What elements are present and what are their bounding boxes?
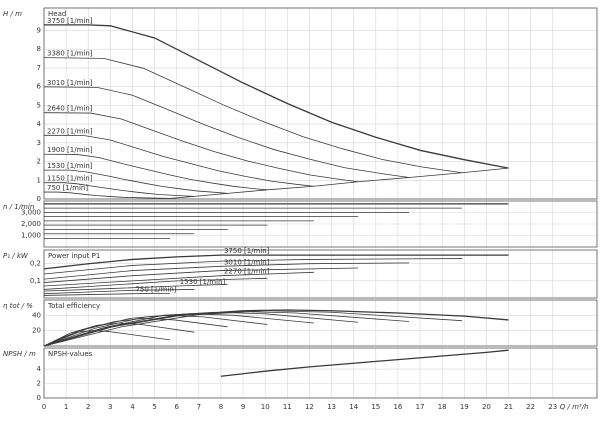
curve [44,24,509,169]
x-tick-label: 7 [197,403,201,411]
y-tick-label: 3,000 [21,209,41,217]
curve [43,57,463,174]
panel-frame [43,299,598,347]
curve-label: 750 [1/min] [135,286,176,294]
curve [43,289,195,295]
curve [44,169,228,194]
curve [43,311,359,347]
curve [43,262,409,280]
y-tick-label: 2 [37,158,41,166]
curve-label: 3010 [1/min] [47,79,93,87]
y-axis-label: n / 1/min [3,203,34,211]
x-tick-label: 0 [42,403,46,411]
curve [43,134,314,187]
x-tick-label: 13 [327,403,336,411]
panel-frame [43,200,598,248]
curve-label: 1900 [1/min] [47,146,93,154]
curve [43,277,268,290]
curve-label: 3750 [1/min] [47,17,93,25]
y-tick-label: 1,000 [21,232,41,240]
x-axis-label: Q / m³/h [560,403,589,411]
x-tick-label: 2 [86,403,90,411]
curve [170,167,509,199]
x-tick-label: 4 [130,403,135,411]
curve-label: 1150 [1/min] [47,175,93,183]
y-axis-label: NPSH / m [3,350,36,358]
curve [43,311,410,347]
curve [43,112,359,183]
panel-frame [43,7,598,200]
x-tick-label: 20 [482,403,491,411]
x-tick-label: 5 [152,403,156,411]
curve [43,153,268,191]
curve-label: 3010 [1/min] [224,258,270,266]
curve [43,283,228,292]
y-tick-label: 20 [32,327,41,335]
curve-label: 3380 [1/min] [47,50,93,58]
y-tick-label: 2 [37,380,41,388]
curve [44,191,171,199]
y-tick-label: 0,2 [30,260,41,268]
y-tick-label: 6 [37,83,42,91]
x-tick-label: 3 [108,403,112,411]
curve-label: 2640 [1/min] [47,105,93,113]
panel-title: NPSH-values [48,350,93,358]
x-tick-label: 1 [64,403,68,411]
x-tick-label: 16 [393,403,402,411]
y-axis-label: P₁ / kW [3,252,29,260]
panel-title: Power input P1 [48,252,100,260]
curve [44,182,195,197]
x-tick-label: 21 [504,403,513,411]
y-tick-label: 4 [37,365,42,373]
y-tick-label: 0,1 [30,277,41,285]
y-tick-label: 5 [37,101,41,109]
curve [43,86,410,178]
y-tick-label: 4 [37,120,42,128]
x-tick-label: 14 [349,403,358,411]
curve [43,330,171,347]
curve-label: 1530 [1/min] [180,278,226,286]
y-tick-label: 40 [32,311,41,319]
curve [220,349,509,377]
x-tick-label: 22 [526,403,535,411]
x-tick-label: 23 [548,403,557,411]
x-tick-label: 18 [438,403,447,411]
curve-label: 750 [1/min] [47,184,88,192]
curve [43,292,171,296]
y-tick-label: 7 [37,64,41,72]
y-tick-label: 9 [37,26,41,34]
y-tick-label: 8 [37,45,41,53]
x-tick-label: 12 [305,403,314,411]
curve-label: 3750 [1/min] [224,247,270,255]
x-tick-label: 8 [219,403,223,411]
x-tick-label: 6 [174,403,179,411]
x-tick-label: 19 [460,403,469,411]
x-tick-label: 15 [371,403,380,411]
curve [43,258,463,275]
x-tick-label: 10 [261,403,270,411]
panel-frame [43,347,598,399]
x-tick-label: 11 [283,403,292,411]
y-tick-label: 2,000 [21,220,41,228]
curve [43,254,509,270]
y-axis-label: H / m [3,10,22,18]
y-tick-label: 0 [37,394,41,402]
curve [43,267,359,283]
x-tick-label: 17 [416,403,425,411]
x-tick-label: 9 [241,403,245,411]
curve-label: 2270 [1/min] [47,127,93,135]
curve [43,271,314,287]
curve-label: 2270 [1/min] [224,268,270,276]
panel-title: Head [48,10,66,18]
curve [43,309,509,347]
curve [43,322,195,347]
y-tick-label: 0 [37,195,41,203]
panel-title: Total efficiency [47,302,100,310]
y-axis-label: η tot / % [3,302,33,310]
y-tick-label: 3 [37,139,41,147]
curve-label: 1530 [1/min] [47,162,93,170]
y-tick-label: 1 [37,176,41,184]
